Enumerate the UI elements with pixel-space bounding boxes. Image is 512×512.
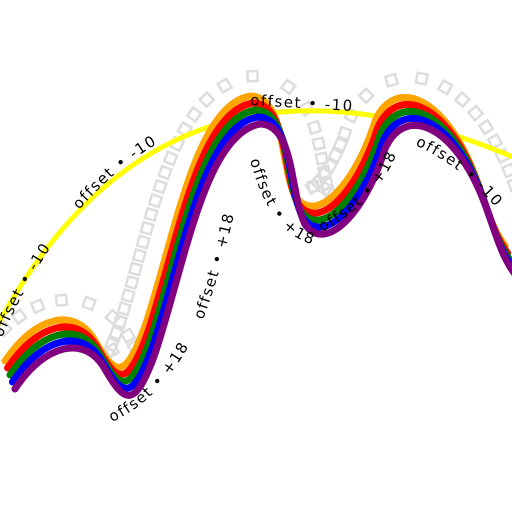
ghost-square <box>306 119 323 136</box>
ghost-square <box>81 295 97 312</box>
ghost-square <box>453 90 472 109</box>
ghost-square <box>466 104 485 122</box>
ghost-square <box>486 132 504 150</box>
ghost-square <box>314 151 330 166</box>
ghost-square <box>147 192 164 209</box>
ghost-square <box>127 261 144 277</box>
ghost-square <box>157 164 174 181</box>
ghost-square <box>311 136 327 152</box>
ghost-square <box>10 307 28 326</box>
ghost-square <box>477 118 495 136</box>
ghost-square <box>103 336 120 353</box>
ghost-square <box>185 105 203 124</box>
ghost-square <box>506 176 512 193</box>
offset-labels: offset • -10 offset • -10 offset • -10 o… <box>0 91 505 426</box>
label-neg-arc-2: offset • -10 <box>69 131 160 212</box>
ghost-square <box>197 90 216 109</box>
ghost-square <box>143 206 159 223</box>
ghost-square <box>124 274 140 291</box>
ghost-square <box>245 69 260 83</box>
ghost-square <box>327 147 344 164</box>
ghost-square <box>29 298 46 315</box>
ghost-square <box>279 78 298 96</box>
ghost-square <box>162 150 179 167</box>
ghost-square <box>135 234 151 250</box>
ghost-square <box>131 247 148 264</box>
ghost-square <box>321 156 339 175</box>
ghost-square <box>500 162 512 179</box>
ghost-square <box>216 77 234 95</box>
ghost-square <box>112 313 129 330</box>
label-pos-mid: offset • +18 <box>190 211 238 322</box>
ghost-square <box>332 136 349 153</box>
ghost-square <box>119 327 137 345</box>
ghost-square <box>152 178 168 195</box>
ghost-square <box>116 301 132 317</box>
ghost-square <box>120 287 136 304</box>
ghost-square <box>108 325 125 342</box>
ghost-square <box>54 293 69 307</box>
ghost-square <box>436 78 454 96</box>
ghost-square <box>0 319 14 338</box>
ghost-square <box>336 125 353 142</box>
ghost-square <box>414 71 430 86</box>
ghost-square <box>383 72 400 89</box>
ghost-square <box>139 220 155 237</box>
ghost-square <box>357 86 375 105</box>
